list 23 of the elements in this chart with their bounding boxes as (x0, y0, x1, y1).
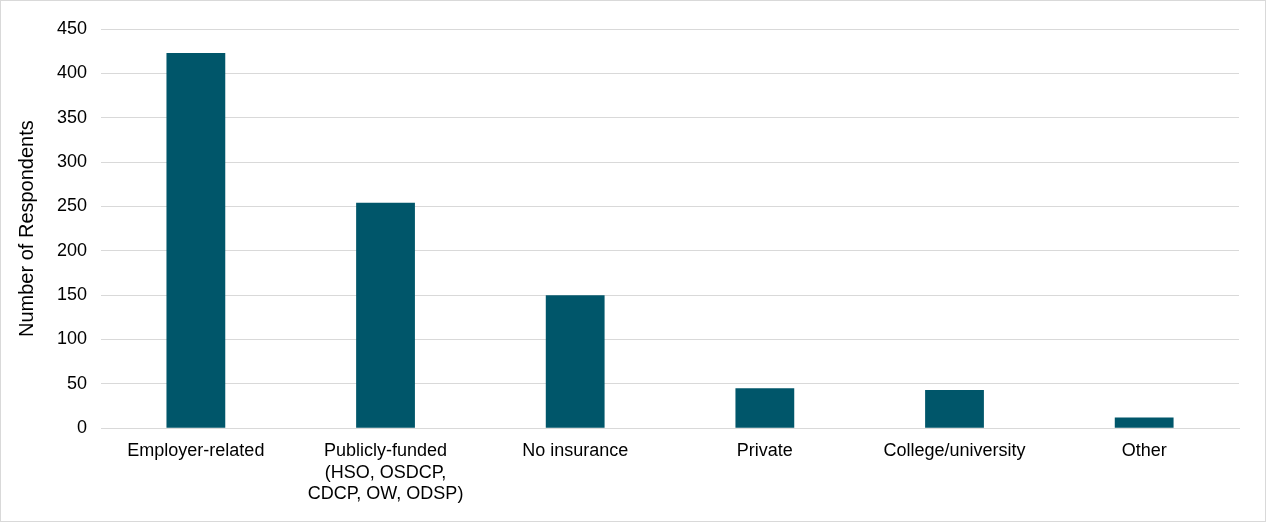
bar (925, 390, 984, 428)
bar (735, 388, 795, 428)
bar (166, 52, 226, 428)
y-tick-label: 50 (67, 372, 88, 393)
bar (545, 295, 605, 428)
bar (1114, 417, 1174, 428)
x-tick-label: Private (736, 439, 793, 460)
x-tick-label: Other (1121, 439, 1167, 460)
y-axis-title: Number of Respondents (14, 120, 37, 337)
x-tick-label: Publicly-funded (HSO, OSDCP, CDCP, OW, ODSP) (307, 439, 464, 504)
x-tick-label: College/university (883, 439, 1026, 460)
x-tick-label: Employer-related (127, 439, 265, 460)
y-tick-label: 0 (77, 417, 88, 438)
x-tick-label: No insurance (522, 439, 629, 460)
y-tick-label: 400 (56, 62, 88, 83)
y-tick-label: 200 (56, 239, 88, 260)
y-tick-label: 100 (56, 328, 88, 349)
y-tick-label: 450 (56, 17, 88, 38)
y-tick-label: 350 (56, 106, 88, 127)
y-tick-label: 300 (56, 151, 88, 172)
y-tick-label: 250 (56, 195, 88, 216)
y-tick-label: 150 (56, 284, 88, 305)
bar (356, 202, 415, 428)
